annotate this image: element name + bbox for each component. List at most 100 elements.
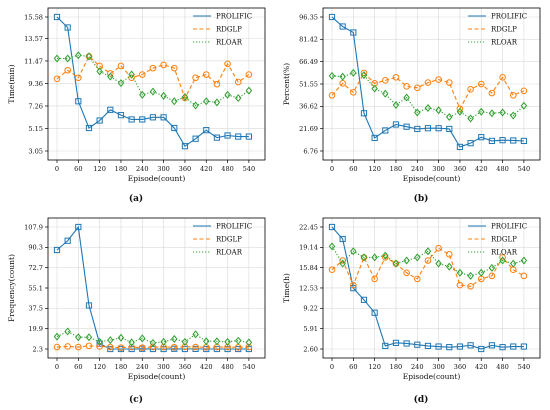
legend: PROLIFIC RDGLP RLOAR bbox=[193, 13, 252, 47]
data-point bbox=[435, 259, 442, 268]
data-point bbox=[392, 259, 400, 268]
series-line bbox=[56, 330, 249, 344]
data-point bbox=[392, 101, 400, 110]
x-tick-label: 240 bbox=[411, 363, 424, 371]
x-axis-label: Episode(count) bbox=[128, 372, 186, 381]
legend-entry: RLOAR bbox=[491, 249, 518, 257]
panel-caption: (c) bbox=[129, 394, 143, 405]
data-point bbox=[53, 343, 61, 351]
y-tick-label: 5.15 bbox=[28, 125, 43, 133]
data-point bbox=[117, 112, 125, 119]
data-point bbox=[499, 137, 506, 144]
data-point bbox=[456, 107, 464, 116]
data-point bbox=[245, 86, 253, 95]
data-point bbox=[128, 74, 135, 82]
data-point bbox=[75, 98, 82, 105]
y-tick-label: 36.62 bbox=[299, 103, 318, 111]
series-rdglp bbox=[328, 244, 528, 290]
data-point bbox=[181, 345, 189, 353]
data-point bbox=[339, 259, 346, 268]
data-point bbox=[499, 74, 506, 81]
data-point bbox=[424, 342, 432, 350]
data-point bbox=[234, 78, 242, 86]
legend-entry: RDGLP bbox=[491, 26, 517, 34]
data-point bbox=[85, 333, 93, 342]
y-tick-label: 2.60 bbox=[303, 345, 318, 353]
data-point bbox=[424, 79, 432, 86]
series-line bbox=[56, 55, 250, 100]
series-line bbox=[56, 225, 249, 350]
chart-panel-3: 2.3 19.9 37.5 55.1 72.7 90.3 107.9 0 60 120 180 240… bbox=[7, 217, 266, 381]
data-point bbox=[170, 64, 178, 72]
data-point bbox=[403, 340, 410, 347]
y-tick-label: 107.9 bbox=[24, 223, 43, 231]
series-rloar bbox=[53, 51, 253, 110]
x-tick-label: 180 bbox=[390, 165, 403, 173]
data-point bbox=[488, 109, 496, 118]
data-point bbox=[160, 61, 167, 69]
data-point bbox=[435, 125, 442, 132]
x-tick-label: 300 bbox=[432, 165, 445, 173]
data-point bbox=[64, 237, 71, 244]
y-tick-label: 81.42 bbox=[299, 36, 318, 44]
y-tick-label: 5.91 bbox=[303, 325, 318, 333]
data-point bbox=[245, 133, 252, 140]
series-rdglp bbox=[53, 53, 253, 102]
data-point bbox=[53, 13, 61, 21]
data-point bbox=[128, 338, 135, 347]
data-point bbox=[456, 143, 464, 151]
data-point bbox=[350, 281, 357, 289]
data-point bbox=[467, 114, 474, 123]
data-point bbox=[360, 71, 368, 80]
data-point bbox=[456, 343, 464, 350]
data-point bbox=[350, 68, 357, 77]
x-axis-label: Episode(count) bbox=[403, 174, 461, 183]
y-tick-label: 9.36 bbox=[28, 80, 43, 88]
data-point bbox=[414, 125, 421, 133]
series-rloar bbox=[328, 242, 528, 280]
data-point bbox=[350, 89, 357, 96]
data-point bbox=[520, 137, 527, 145]
data-point bbox=[75, 74, 82, 82]
x-tick-label: 420 bbox=[200, 165, 213, 173]
data-point bbox=[414, 108, 421, 117]
x-tick-label: 0 bbox=[330, 165, 334, 173]
y-tick-label: 6.76 bbox=[303, 147, 318, 155]
data-point bbox=[488, 342, 496, 349]
data-point bbox=[520, 256, 528, 265]
data-point bbox=[75, 333, 82, 342]
data-point bbox=[138, 71, 146, 78]
y-tick-label: 90.3 bbox=[28, 244, 43, 252]
data-point bbox=[107, 336, 114, 345]
data-point bbox=[181, 337, 189, 346]
x-tick-label: 180 bbox=[115, 165, 128, 173]
x-tick-label: 300 bbox=[432, 363, 445, 371]
data-point bbox=[403, 83, 410, 90]
data-point bbox=[350, 29, 357, 36]
data-point bbox=[149, 114, 157, 121]
data-point bbox=[456, 268, 464, 277]
legend-entry: PROLIFIC bbox=[491, 223, 527, 231]
series-rloar bbox=[53, 327, 253, 347]
data-point bbox=[75, 343, 82, 351]
data-point bbox=[203, 127, 210, 134]
data-point bbox=[192, 101, 199, 110]
panel-caption: (b) bbox=[414, 193, 429, 204]
x-tick-label: 480 bbox=[496, 363, 509, 371]
y-tick-label: 19.9 bbox=[28, 325, 43, 333]
x-tick-label: 60 bbox=[74, 363, 82, 371]
data-point bbox=[75, 223, 82, 231]
data-point bbox=[392, 74, 400, 81]
data-point bbox=[53, 54, 61, 63]
x-tick-label: 60 bbox=[349, 363, 357, 371]
x-tick-label: 0 bbox=[330, 363, 334, 371]
data-point bbox=[403, 123, 410, 130]
data-point bbox=[181, 143, 189, 150]
data-point bbox=[435, 343, 442, 350]
legend-entry: RLOAR bbox=[491, 39, 518, 47]
data-point bbox=[435, 76, 442, 83]
data-point bbox=[213, 80, 221, 88]
data-point bbox=[149, 64, 157, 72]
x-tick-label: 120 bbox=[368, 165, 381, 173]
data-point bbox=[478, 345, 485, 353]
